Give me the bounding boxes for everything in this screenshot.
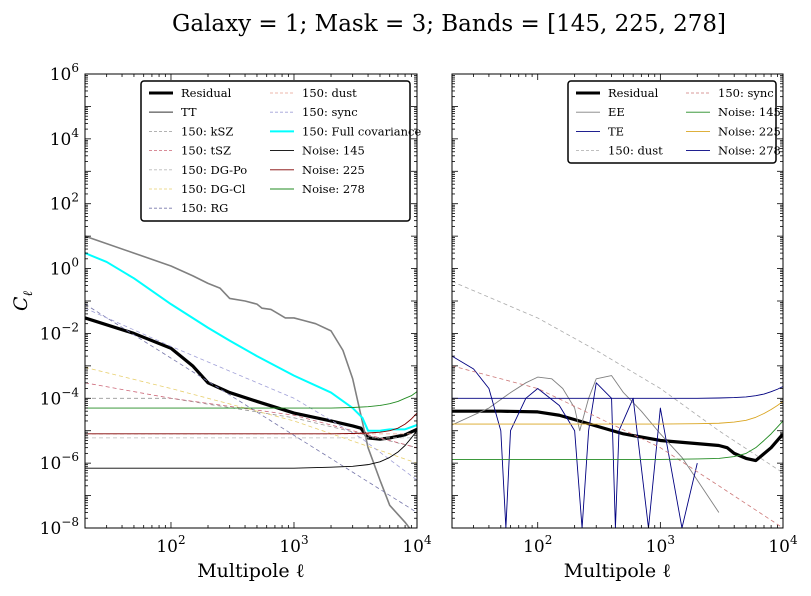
series-line-150-full-covariance	[85, 252, 417, 432]
legend-label: 150: Full covariance	[302, 124, 421, 138]
legend: Residual TT 150: kSZ 150: tSZ 150: DG-Po 150:…	[140, 80, 421, 222]
left-panel: 102 103 104 10−8 10−6 10−4 10−2 100 102 104 106 Mul…	[10, 61, 432, 582]
legend-label: 150: RG	[181, 201, 228, 215]
series-line-noise-278	[452, 386, 783, 399]
series-group	[452, 281, 783, 528]
series-line-150-dg-cl	[85, 366, 417, 464]
legend-label: Noise: 225	[718, 124, 781, 138]
legend-label: Noise: 278	[302, 182, 365, 196]
right-panel: 102 103 104 Multipole ℓ Residual EE TE 150: dus…	[451, 73, 798, 582]
legend-label: 150: dust	[302, 86, 357, 100]
figure-title: Galaxy = 1; Mask = 3; Bands = [145, 225,…	[172, 11, 726, 37]
y-tick-label: 104	[50, 126, 80, 150]
x-tick-label: 103	[646, 533, 675, 557]
legend-label: 150: dust	[608, 144, 663, 158]
series-line-150-sync	[85, 307, 417, 481]
legend-label: 150: sync	[718, 86, 774, 100]
x-tick-label: 104	[768, 533, 798, 557]
legend-label: Residual	[181, 86, 232, 100]
legend-label: 150: DG-Po	[181, 163, 247, 177]
y-tick-label: 106	[50, 61, 79, 85]
y-axis-label: Cℓ	[10, 290, 36, 311]
legend-label: 150: sync	[302, 105, 358, 119]
y-tick-label: 102	[50, 191, 79, 215]
x-tick-label: 102	[156, 533, 185, 557]
y-tick-label: 10−2	[40, 320, 79, 344]
series-line-150-dust	[452, 281, 783, 474]
series-line-noise-225	[85, 412, 417, 435]
series-group	[85, 235, 417, 528]
legend-label: EE	[608, 105, 625, 119]
series-line-noise-145	[85, 430, 417, 469]
legend-label: Noise: 278	[718, 144, 781, 158]
legend-label: 150: tSZ	[181, 144, 231, 158]
series-line-residual	[85, 316, 417, 441]
y-tick-label: 10−4	[40, 385, 80, 409]
series-line-150-ksz	[85, 397, 417, 449]
legend-label: 150: kSZ	[181, 124, 233, 138]
series-line-te	[452, 355, 698, 528]
legend-label: Noise: 225	[302, 163, 365, 177]
legend-label: Noise: 145	[718, 105, 781, 119]
series-line-noise-145	[452, 420, 783, 460]
x-tick-label: 102	[523, 533, 552, 557]
x-tick-label: 104	[402, 533, 432, 557]
y-tick-label: 10−6	[40, 450, 79, 474]
legend-label: TE	[608, 124, 624, 138]
legend: Residual EE TE 150: dust 150: sync Noise: 145…	[567, 80, 781, 164]
x-axis-label: Multipole ℓ	[197, 560, 305, 582]
series-line-tt	[85, 235, 411, 528]
legend-frame	[567, 80, 777, 164]
x-tick-label: 103	[279, 533, 308, 557]
legend-label: Residual	[608, 86, 659, 100]
series-line-150-rg	[85, 303, 417, 513]
legend-label: TT	[181, 105, 197, 119]
series-line-150-tsz	[85, 382, 417, 449]
legend-label: 150: DG-Cl	[181, 182, 246, 196]
series-line-ee	[452, 375, 720, 513]
legend-label: Noise: 145	[302, 144, 365, 158]
series-line-150-sync	[452, 365, 783, 528]
y-tick-label: 10−8	[40, 515, 79, 539]
x-axis-label: Multipole ℓ	[564, 560, 672, 582]
series-line-residual	[452, 409, 783, 463]
series-line-noise-278	[85, 391, 417, 409]
y-tick-label: 100	[50, 256, 79, 280]
series-line-noise-225	[452, 401, 783, 425]
